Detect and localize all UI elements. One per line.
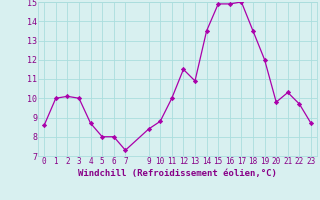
X-axis label: Windchill (Refroidissement éolien,°C): Windchill (Refroidissement éolien,°C) — [78, 169, 277, 178]
